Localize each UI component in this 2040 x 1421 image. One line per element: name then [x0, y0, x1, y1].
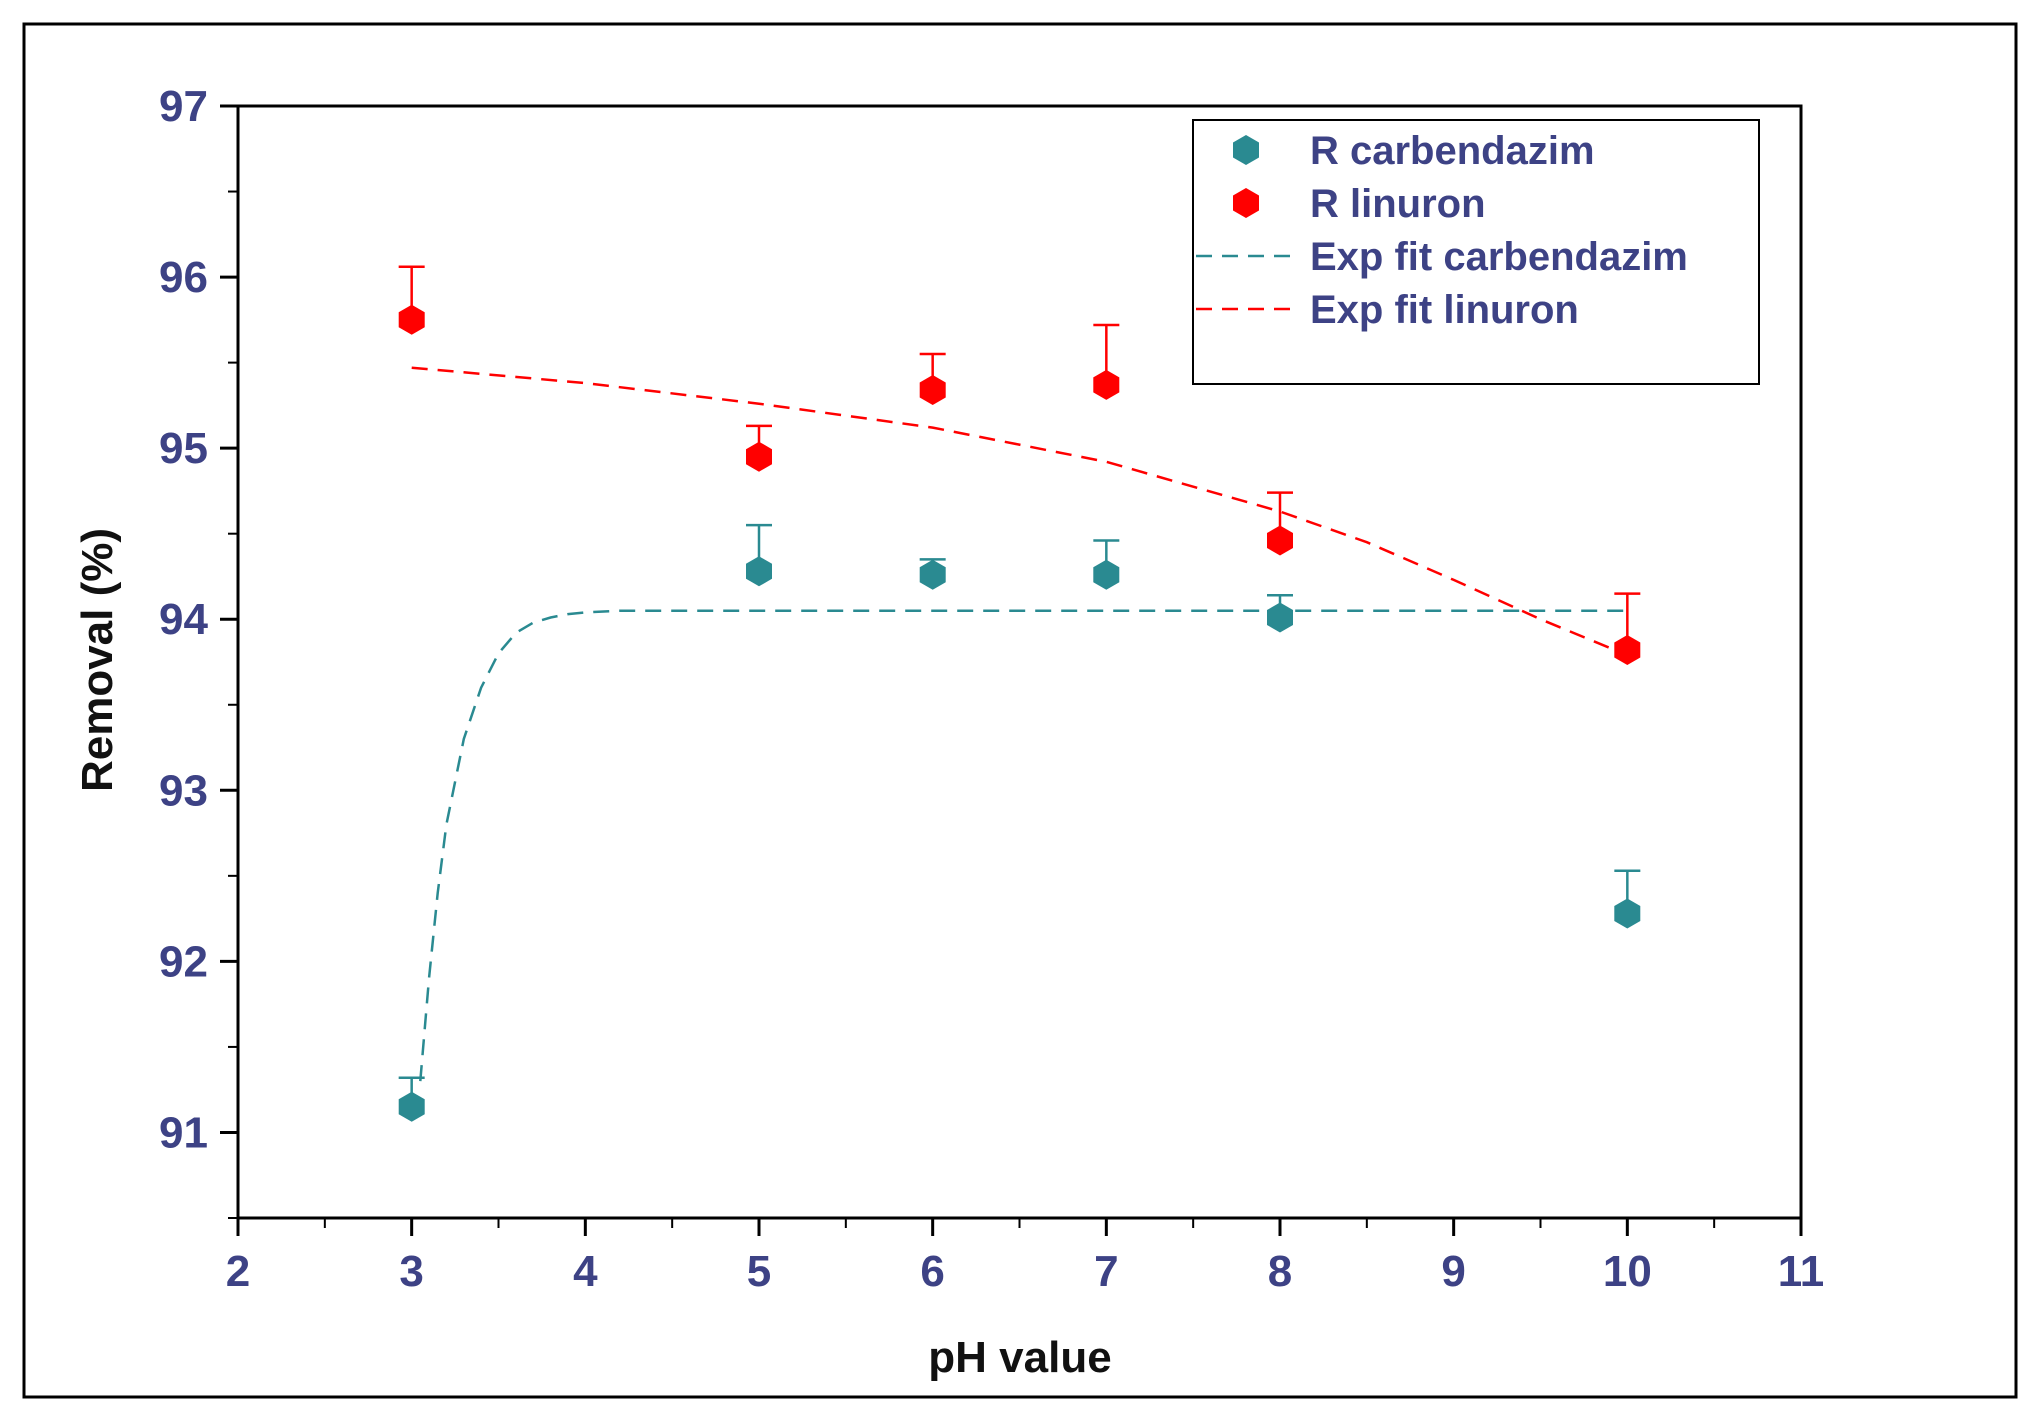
legend-box — [1192, 119, 1760, 385]
y-tick-label: 97 — [159, 82, 208, 131]
data-point — [398, 304, 425, 335]
y-tick-label: 92 — [159, 937, 208, 986]
x-tick-label: 11 — [1778, 1247, 1825, 1296]
legend-label: Exp fit linuron — [1310, 288, 1579, 332]
x-tick-label: 8 — [1268, 1247, 1292, 1296]
data-point — [1093, 559, 1120, 590]
x-tick-label: 5 — [747, 1247, 771, 1296]
y-axis-title: Removal (%) — [73, 528, 122, 792]
legend: R carbendazim R linuron Exp fit carbendazi… — [1192, 119, 1760, 385]
fit-line — [419, 609, 1628, 1082]
x-tick-label: 9 — [1441, 1247, 1465, 1296]
legend-label: Exp fit carbendazim — [1310, 235, 1688, 279]
data-point — [746, 556, 772, 587]
x-tick-label: 6 — [920, 1247, 944, 1296]
y-tick-label: 95 — [159, 424, 208, 473]
y-tick-label: 91 — [159, 1108, 208, 1157]
legend-label: R carbendazim — [1310, 129, 1595, 173]
x-tick-label: 4 — [573, 1247, 598, 1296]
x-axis-title: pH value — [928, 1333, 1111, 1382]
x-tick-label: 2 — [226, 1247, 250, 1296]
data-point — [919, 375, 946, 405]
y-tick-label: 94 — [159, 595, 208, 644]
x-tick-label: 3 — [399, 1247, 423, 1296]
x-tick-label: 7 — [1094, 1247, 1118, 1296]
data-point — [1267, 525, 1293, 556]
legend-marker — [1233, 188, 1259, 218]
series-layer — [398, 265, 1641, 1122]
legend-marker — [1233, 135, 1259, 165]
data-point — [1614, 635, 1641, 665]
legend-label: R linuron — [1310, 182, 1486, 226]
data-point — [746, 441, 772, 472]
fit-line — [411, 366, 1628, 657]
y-tick-label: 96 — [159, 253, 208, 302]
y-tick-label: 93 — [159, 766, 208, 815]
data-point — [1267, 602, 1293, 633]
data-point — [1093, 369, 1120, 400]
x-tick-label: 10 — [1603, 1247, 1652, 1296]
figure-frame — [22, 22, 2018, 1399]
axes-layer: 2 3 4 5 6 7 8 9 10 11 91 92 93 94 95 96 97 — [159, 82, 1824, 1296]
data-point — [398, 1091, 425, 1122]
data-point — [919, 559, 946, 590]
data-point — [1614, 898, 1641, 929]
